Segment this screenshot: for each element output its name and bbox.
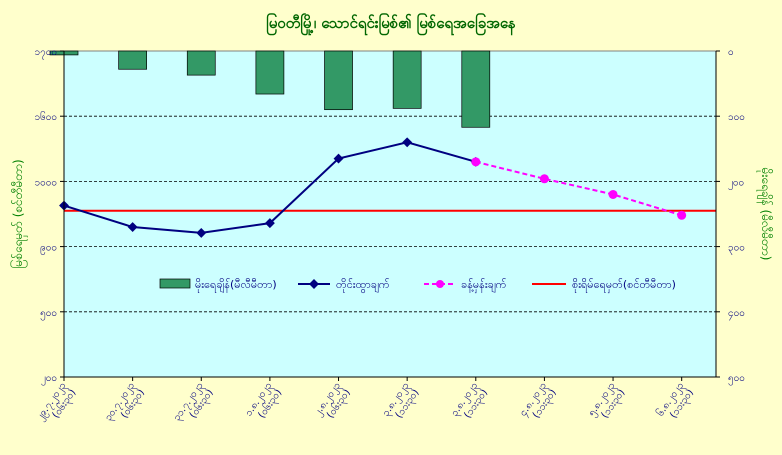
y-tick-label-right: ၅၀၀ — [728, 373, 745, 386]
chart-title: မြဝတီမြို့၊ သောင်ရင်းမြစ်၏ မြစ်ရေအခြေအနေ — [266, 12, 516, 36]
y-axis-label-left: မြစ်ရေမှတ် (စင်တီမီတာ) — [9, 159, 28, 268]
y-axis-label-right: မိုးရေချိန် (မီလီမီတာ) — [756, 168, 774, 261]
x-tick-label: ၂.၈.၂၀၂၃(၀၆း၃၀) — [312, 380, 354, 426]
x-tick-label: ၅.၈.၂၀၂၃(၁၁း၃၀) — [586, 380, 629, 426]
x-tick-label: ၂၉.၇.၂၀၂၃(၀၆း၃၀) — [34, 380, 80, 430]
x-tick-label: ၃.၈.၂၀၂၃(၁၁း၃၀) — [449, 380, 492, 426]
y-tick-label-left: ၂၀၀ — [41, 373, 57, 386]
y-tick-label-right: ၃၀၀ — [728, 243, 745, 256]
x-tick-label: ၃.၈.၂၀၂၃(၁၁း၃၀) — [380, 380, 423, 426]
axes — [60, 50, 720, 381]
y-tick-label-left: ၅၀၀ — [40, 308, 57, 321]
x-tick-label: ၄.၈.၂၀၂၃(၁၁း၃၀) — [518, 380, 561, 426]
plot-area — [63, 50, 717, 378]
rainfall-bar — [255, 50, 285, 95]
rainfall-bar — [461, 50, 491, 128]
forecast-point — [677, 210, 687, 220]
y-tick-label-right: ၂၀၀ — [728, 177, 744, 190]
rainfall-bar — [186, 50, 216, 76]
y-tick-label-right: ၄၀၀ — [728, 308, 745, 321]
y-tick-label-right: ၁၀၀ — [728, 112, 745, 123]
y-tick-label-right: ၀ — [728, 47, 734, 58]
rainfall-bar — [118, 50, 147, 70]
observed-point — [127, 222, 138, 232]
rainfall-bar — [392, 50, 422, 109]
observed-point — [264, 218, 275, 229]
y-tick-label-left: ၁၇၀၀ — [35, 47, 58, 60]
gridlines — [64, 115, 716, 313]
observed-point — [196, 227, 207, 238]
x-tick-label: ၃၁.၇.၂၀၂၃(၀၆း၃၀) — [171, 380, 217, 431]
legend-label-rainfall: မိုးရေချိန်(မီလီမီတာ) — [195, 278, 277, 293]
observed-point — [402, 137, 413, 148]
y-tick-label-left: ၉၀၀ — [40, 243, 57, 256]
legend-swatch-rainfall — [159, 278, 191, 289]
x-tick-label: ၆.၈.၂၀၂၃(၁၁း၃၀) — [653, 379, 697, 426]
rainfall-bar — [324, 50, 353, 111]
legend-label-warning: စိုးရိမ်ရေမှတ်(စင်တီမီတာ) — [572, 278, 676, 293]
forecast-line — [475, 160, 682, 217]
forecast-point — [471, 157, 481, 167]
legend-marker-observed — [309, 279, 319, 289]
legend-marker-forecast — [436, 280, 444, 288]
legend-label-observed: တိုင်းထွာချက် — [336, 278, 390, 293]
data-lines — [59, 137, 687, 238]
forecast-point — [608, 189, 618, 199]
x-tick-label: ၁.၈.၂၀၂၃(၀၆း၃၀) — [243, 380, 286, 426]
observed-point — [333, 153, 344, 164]
y-tick-label-left: ၁၆၀၀ — [35, 110, 58, 123]
rainfall-bars — [49, 50, 491, 128]
legend: မိုးရေချိန်(မီလီမီတာ) တိုင်းထွာချက် ခန့်မှ… — [159, 278, 676, 293]
y-tick-label-left: ၁၀၀၀ — [35, 177, 58, 188]
legend-label-forecast: ခန့်မှန်းချက် — [461, 278, 507, 293]
forecast-point — [539, 174, 549, 184]
x-tick-label: ၃၀.၇.၂၀၂၃(၀၆း၃၀) — [103, 380, 149, 431]
